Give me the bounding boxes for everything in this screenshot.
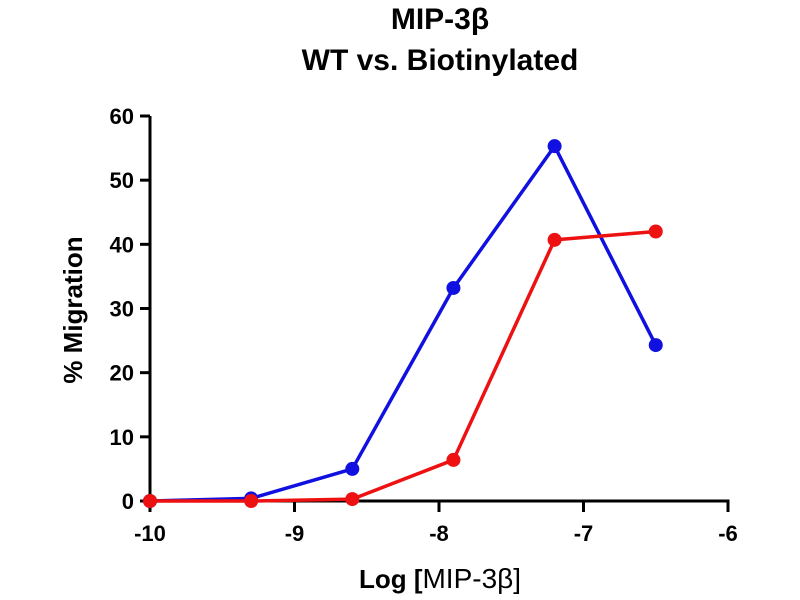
series-2-point <box>547 232 562 247</box>
chart-title-line1: MIP-3β <box>391 3 489 36</box>
series-2-point <box>446 452 461 467</box>
x-axis-label-bold: Log [ <box>359 564 423 594</box>
y-tick-label: 0 <box>122 489 134 514</box>
series-2-point <box>143 494 157 508</box>
series-line-1 <box>149 144 658 503</box>
series-1-point <box>345 461 360 476</box>
y-tick-label: 60 <box>110 104 134 129</box>
x-axis-label-normal: MIP-3β] <box>422 563 521 594</box>
y-axis-label: % Migration <box>58 236 88 383</box>
series-1-point <box>648 338 663 353</box>
x-axis-label: Log [MIP-3β] <box>359 563 521 594</box>
series-1-point <box>446 280 461 295</box>
x-tick-label: -8 <box>429 521 449 546</box>
series-2-point <box>648 224 663 239</box>
series-line-2 <box>150 229 656 503</box>
series-2-point <box>244 494 259 508</box>
y-tick-label: 20 <box>110 361 134 386</box>
y-tick-label: 40 <box>110 232 134 257</box>
x-tick-label: -7 <box>574 521 594 546</box>
x-tick-label: -6 <box>718 521 738 546</box>
series-1-point <box>547 139 562 154</box>
x-tick-label: -9 <box>285 521 305 546</box>
y-tick-label: 30 <box>110 297 134 322</box>
axes: 0 10 20 30 40 50 60 -10 -9 -8 -7 -6 <box>110 104 738 546</box>
y-tick-label: 50 <box>110 168 134 193</box>
chart-title-line2: WT vs. Biotinylated <box>302 44 579 77</box>
y-tick-label: 10 <box>110 425 134 450</box>
plot-area <box>143 139 663 508</box>
x-tick-label: -10 <box>134 521 166 546</box>
series-2-point <box>345 492 360 507</box>
